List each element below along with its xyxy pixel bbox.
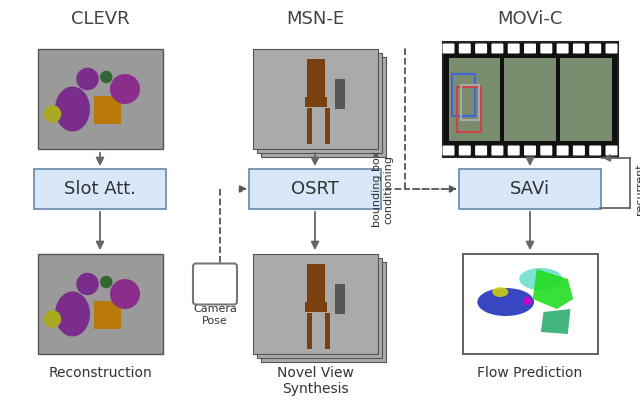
FancyBboxPatch shape — [524, 146, 536, 155]
Bar — [38, 254, 163, 354]
Polygon shape — [541, 309, 570, 334]
Bar — [325, 313, 330, 349]
Bar — [325, 108, 330, 144]
FancyBboxPatch shape — [557, 146, 568, 155]
Circle shape — [110, 279, 140, 309]
Text: Flow Prediction: Flow Prediction — [477, 366, 582, 380]
Text: CLEVR: CLEVR — [70, 10, 129, 28]
Bar — [260, 262, 385, 362]
Bar — [38, 49, 163, 149]
FancyBboxPatch shape — [34, 169, 166, 209]
Ellipse shape — [492, 287, 508, 297]
Bar — [307, 313, 312, 349]
FancyBboxPatch shape — [605, 146, 618, 155]
Text: bounding box
conditioning: bounding box conditioning — [372, 151, 394, 227]
FancyBboxPatch shape — [475, 146, 487, 155]
Text: Camera
Pose: Camera Pose — [193, 304, 237, 326]
Text: MSN-E: MSN-E — [286, 10, 344, 28]
Circle shape — [44, 105, 61, 123]
Bar — [463, 254, 598, 354]
Bar — [257, 258, 381, 358]
Polygon shape — [532, 269, 573, 309]
Bar — [461, 85, 479, 120]
FancyBboxPatch shape — [557, 43, 568, 54]
Ellipse shape — [55, 292, 90, 337]
FancyBboxPatch shape — [508, 43, 520, 54]
Bar — [305, 302, 327, 312]
FancyBboxPatch shape — [573, 146, 585, 155]
Circle shape — [44, 310, 61, 328]
FancyBboxPatch shape — [573, 43, 585, 54]
FancyBboxPatch shape — [605, 43, 618, 54]
Text: MOVi-C: MOVi-C — [497, 10, 563, 28]
FancyBboxPatch shape — [540, 146, 552, 155]
Bar — [93, 301, 121, 329]
Bar — [253, 49, 378, 149]
FancyBboxPatch shape — [442, 146, 454, 155]
Text: Novel View
Synthesis: Novel View Synthesis — [276, 366, 353, 396]
FancyBboxPatch shape — [459, 146, 471, 155]
Text: Slot Att.: Slot Att. — [64, 180, 136, 198]
Ellipse shape — [519, 268, 563, 290]
Text: OSRT: OSRT — [291, 180, 339, 198]
Bar — [456, 87, 481, 132]
Bar — [307, 108, 312, 144]
FancyBboxPatch shape — [524, 43, 536, 54]
Bar — [307, 59, 325, 97]
Bar — [504, 58, 556, 141]
FancyBboxPatch shape — [589, 146, 601, 155]
Bar — [335, 284, 345, 314]
FancyBboxPatch shape — [193, 263, 237, 304]
Bar — [257, 53, 381, 153]
Bar — [93, 96, 121, 124]
FancyBboxPatch shape — [249, 169, 381, 209]
Text: SAVi: SAVi — [510, 180, 550, 198]
Ellipse shape — [55, 86, 90, 132]
Bar — [253, 254, 378, 354]
Text: Reconstruction: Reconstruction — [48, 366, 152, 380]
Circle shape — [524, 297, 531, 305]
FancyBboxPatch shape — [508, 146, 520, 155]
Bar — [260, 57, 385, 157]
Ellipse shape — [477, 288, 534, 316]
Bar — [560, 58, 611, 141]
Text: recurrent: recurrent — [635, 163, 640, 215]
Bar — [442, 41, 618, 157]
FancyBboxPatch shape — [540, 43, 552, 54]
FancyBboxPatch shape — [459, 169, 601, 209]
FancyBboxPatch shape — [442, 43, 454, 54]
FancyBboxPatch shape — [492, 146, 504, 155]
Circle shape — [100, 276, 113, 288]
Bar — [307, 264, 325, 302]
Circle shape — [110, 74, 140, 104]
Circle shape — [76, 68, 99, 90]
FancyBboxPatch shape — [492, 43, 504, 54]
FancyBboxPatch shape — [459, 43, 471, 54]
Bar — [335, 79, 345, 109]
Circle shape — [76, 273, 99, 295]
Circle shape — [100, 71, 113, 83]
Bar — [449, 58, 500, 141]
FancyBboxPatch shape — [589, 43, 601, 54]
Bar — [451, 74, 475, 116]
FancyBboxPatch shape — [475, 43, 487, 54]
Bar — [305, 97, 327, 107]
